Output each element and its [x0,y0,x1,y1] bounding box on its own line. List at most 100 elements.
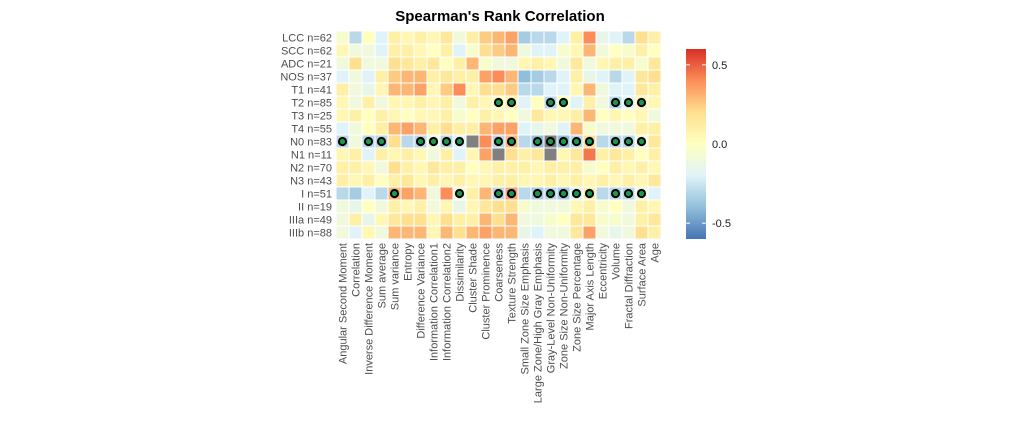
heatmap-cell [413,69,428,84]
heatmap-cell [361,56,376,71]
heatmap-cell [478,147,493,162]
heatmap-cell [621,82,636,97]
heatmap-cell [621,56,636,71]
significance-marker [623,136,634,147]
heatmap-cell [478,186,493,201]
significance-marker [610,97,621,108]
heatmap-cell [348,212,363,227]
significance-marker [558,188,569,199]
heatmap-cell [426,43,441,58]
heatmap-cell [569,173,584,188]
heatmap-cell [569,95,584,110]
heatmap-cell [543,108,558,123]
heatmap-cell [491,173,506,188]
heatmap-cell [582,199,597,214]
heatmap-cell [504,43,519,58]
heatmap-cell [491,160,506,175]
heatmap-cell [647,43,662,58]
heatmap-cell [439,212,454,227]
heatmap-cell [413,212,428,227]
heatmap-cell [465,199,480,214]
heatmap-cell [608,225,623,240]
heatmap-cell [504,108,519,123]
heatmap-cell [413,173,428,188]
heatmap-cell [530,108,545,123]
heatmap-cell [543,212,558,227]
heatmap-cell [400,199,415,214]
heatmap-cell [426,186,441,201]
heatmap-cell [595,212,610,227]
heatmap-cell [621,212,636,227]
significance-marker [454,136,465,147]
heatmap-cell [530,43,545,58]
heatmap-cell [335,30,350,45]
heatmap-cell [478,30,493,45]
row-label: N3 n=43 [290,176,332,188]
heatmap-cell [647,134,662,149]
heatmap-cell [400,30,415,45]
heatmap-cell [608,43,623,58]
heatmap-cell [634,160,649,175]
heatmap-cell [335,225,350,240]
heatmap-cell [517,82,532,97]
heatmap-cell [556,225,571,240]
heatmap-cell [634,212,649,227]
heatmap-cell [413,56,428,71]
heatmap-cell [452,108,467,123]
heatmap-cell [452,30,467,45]
heatmap-cell [413,225,428,240]
column-labels: Angular Second Moment Correlation Inverse … [338,242,662,403]
heatmap-cell [634,173,649,188]
heatmap-cell [595,173,610,188]
heatmap-cell [608,121,623,136]
heatmap-cell [348,30,363,45]
row-label: T3 n=25 [291,111,332,123]
heatmap-cell [335,69,350,84]
heatmap-cell [439,69,454,84]
heatmap-cell [582,160,597,175]
heatmap-cell [517,43,532,58]
heatmap-cell [556,173,571,188]
heatmap-cell [374,43,389,58]
heatmap-cell [387,147,402,162]
column-label: Major Axis Length [585,243,597,330]
heatmap-cell [608,69,623,84]
heatmap-cell [400,134,415,149]
heatmap-cell [543,121,558,136]
row-label: ADC n=21 [281,59,332,71]
significance-marker [636,97,647,108]
heatmap-cell [478,134,493,149]
heatmap-cell [569,30,584,45]
heatmap-cell [517,95,532,110]
heatmap-cell [348,199,363,214]
heatmap-cell [556,212,571,227]
significance-marker [558,136,569,147]
heatmap-cell [608,199,623,214]
heatmap-cell [348,160,363,175]
heatmap-cell [374,82,389,97]
heatmap-cell [465,121,480,136]
heatmap-cell [348,225,363,240]
column-label: Surface Area [637,242,649,306]
column-label: Angular Second Moment [338,243,350,364]
heatmap-cell [621,69,636,84]
significance-marker [532,188,543,199]
heatmap-cell [543,173,558,188]
heatmap-cell [621,30,636,45]
heatmap-cell [504,225,519,240]
heatmap-cell [647,147,662,162]
heatmap-cell [595,69,610,84]
heatmap-cell [530,82,545,97]
heatmap-cell [400,56,415,71]
heatmap-cell [348,69,363,84]
heatmap-cell [569,212,584,227]
heatmap-cell [569,225,584,240]
heatmap-cell [543,147,558,162]
heatmap-cell [569,56,584,71]
heatmap-cell [426,121,441,136]
significance-marker [493,136,504,147]
legend-tick-label: 0.5 [712,60,727,72]
heatmap-cell [595,30,610,45]
significance-marker [415,136,426,147]
significance-marker [584,136,595,147]
